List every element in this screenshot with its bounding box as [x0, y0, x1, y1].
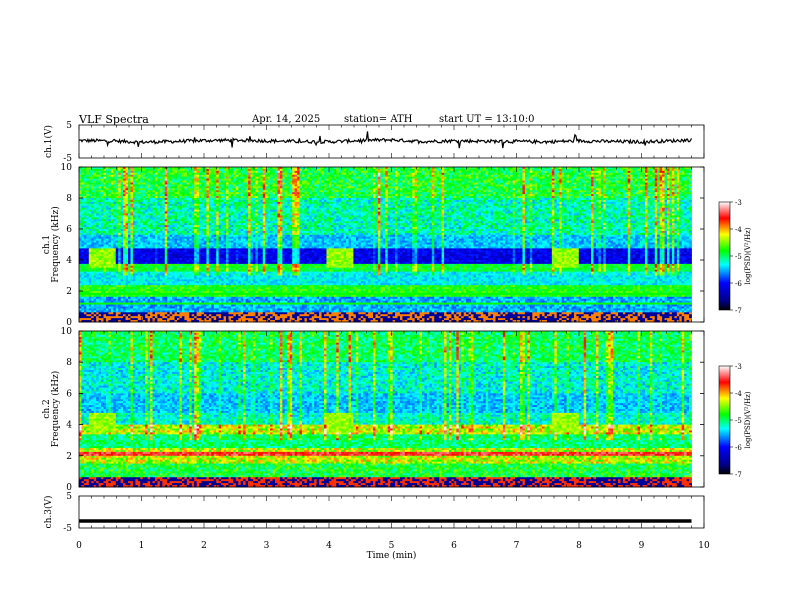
- colorbar-tick-label: -5: [735, 253, 742, 261]
- spec-ytick-label: 4: [66, 256, 72, 266]
- colorbar-tick-label: -3: [735, 363, 742, 371]
- x-tick-label: 5: [389, 541, 395, 551]
- colorbar-tick-label: -3: [735, 199, 742, 207]
- spec-ytick-label: 4: [66, 421, 72, 431]
- colorbar-label: log(PSD)(V²/Hz): [744, 227, 752, 284]
- spec-ytick-label: 2: [66, 452, 72, 462]
- spec-ytick-label: 8: [66, 358, 72, 368]
- spec-ytick-label: 10: [61, 163, 73, 173]
- colorbar-label: log(PSD)(V²/Hz): [744, 391, 752, 448]
- spec-ylabel: Frequency (kHz): [50, 206, 61, 283]
- x-tick-label: 6: [451, 541, 457, 551]
- x-tick-label: 0: [76, 541, 82, 551]
- x-tick-label: 4: [326, 541, 332, 551]
- ch3-ylabel: ch.3(V): [43, 496, 54, 529]
- spec-ytick-label: 2: [66, 287, 72, 297]
- ch3-ytick-label: 5: [66, 492, 72, 502]
- spec-ylabel: Frequency (kHz): [50, 371, 61, 448]
- ch1-ylabel: ch.1(V): [43, 125, 54, 158]
- colorbar-tick-label: -4: [735, 390, 742, 398]
- spec-ytick-label: 10: [61, 327, 73, 337]
- colorbar-tick-label: -5: [735, 417, 742, 425]
- x-tick-label: 1: [139, 541, 145, 551]
- x-tick-label: 3: [264, 541, 270, 551]
- spectrogram-2: [79, 331, 733, 487]
- x-axis-label: Time (min): [367, 550, 417, 561]
- spec-ytick-label: 6: [66, 225, 72, 235]
- ch3-ytick-label: -5: [63, 524, 72, 534]
- colorbar-tick-label: -6: [735, 444, 742, 452]
- colorbar-tick-label: -7: [735, 471, 742, 479]
- colorbar-tick-label: -7: [735, 307, 742, 315]
- colorbar-tick-label: -6: [735, 280, 742, 288]
- ch1-ytick-label: 5: [66, 121, 72, 131]
- colorbar: [719, 366, 730, 474]
- x-tick-label: 9: [639, 541, 645, 551]
- x-tick-label: 10: [698, 541, 710, 551]
- x-tick-label: 7: [514, 541, 520, 551]
- spec-ytick-label: 8: [66, 194, 72, 204]
- x-tick-label: 2: [201, 541, 207, 551]
- x-tick-label: 8: [576, 541, 582, 551]
- colorbar-tick-label: -4: [735, 226, 742, 234]
- spec-ytick-label: 6: [66, 389, 72, 399]
- colorbar: [719, 202, 730, 310]
- spectrogram-1: [79, 167, 733, 322]
